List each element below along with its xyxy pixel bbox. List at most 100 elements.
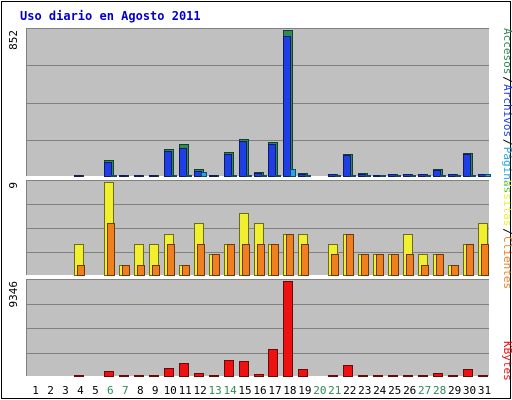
bar-archivos-day-10 xyxy=(164,151,172,177)
x-axis-ticks: 1 2 3 4 5 6 7 8 9 10 11 12 13 14 15 16 17 18 19 20 21 22 23 24 2… xyxy=(32,384,491,397)
bar-archivos-day-15 xyxy=(239,141,247,177)
bar-kbytes-day-25 xyxy=(388,375,398,377)
bar-kbytes-day-15 xyxy=(239,361,249,377)
x-tick-label: 3 xyxy=(62,384,69,397)
bar-páginas-day-23 xyxy=(365,175,371,177)
bar-archivos-day-30 xyxy=(463,154,471,177)
x-tick-label: 7 xyxy=(122,384,129,397)
x-tick-label: 19 xyxy=(298,384,311,397)
bar-archivos-day-22 xyxy=(343,155,351,177)
bar-kbytes-day-29 xyxy=(448,375,458,377)
bar-páginas-day-11 xyxy=(186,175,192,177)
bar-archivos-day-26 xyxy=(403,174,411,177)
bar-páginas-day-31 xyxy=(485,174,491,177)
x-tick-label: 9 xyxy=(152,384,159,397)
x-tick-label: 6 xyxy=(107,384,114,397)
bar-archivos-day-16 xyxy=(254,173,262,177)
bar-kbytes-day-23 xyxy=(358,375,368,377)
bar-archivos-day-28 xyxy=(433,170,441,177)
bar-kbytes-day-9 xyxy=(149,375,159,377)
bar-páginas-day-29 xyxy=(455,175,461,177)
bar-archivos-day-17 xyxy=(268,144,276,177)
bar-kbytes-day-24 xyxy=(373,375,383,377)
bar-clientes-day-6 xyxy=(107,223,115,276)
x-tick-label: 17 xyxy=(268,384,281,397)
bar-clientes-day-18 xyxy=(286,234,294,276)
bar-archivos-day-29 xyxy=(448,174,456,177)
bar-clientes-day-27 xyxy=(421,265,429,276)
x-tick-label: 14 xyxy=(223,384,237,397)
bar-clientes-day-31 xyxy=(481,244,489,276)
chart-title: Uso diario en Agosto 2011 xyxy=(20,9,201,23)
bar-kbytes-day-27 xyxy=(418,375,428,377)
bar-kbytes-day-12 xyxy=(194,373,204,377)
bar-kbytes-day-18 xyxy=(283,281,293,377)
bar-archivos-day-8 xyxy=(134,175,142,177)
panel-top: 852 xyxy=(7,28,491,177)
legend-separator: / xyxy=(501,139,512,146)
bar-clientes-day-7 xyxy=(122,265,130,276)
x-tick-label: 21 xyxy=(328,384,341,397)
bar-archivos-day-24 xyxy=(373,175,381,177)
legend-clientes: Clientes xyxy=(501,236,512,289)
panel-middle: 9 xyxy=(7,180,490,276)
bar-kbytes-day-17 xyxy=(268,349,278,377)
bar-archivos-day-6 xyxy=(104,162,112,177)
x-tick-label: 22 xyxy=(343,384,356,397)
bar-archivos-day-7 xyxy=(119,175,127,177)
bar-archivos-day-18 xyxy=(283,36,291,177)
bar-kbytes-day-31 xyxy=(478,375,488,377)
bar-páginas-day-26 xyxy=(410,175,416,177)
bar-clientes-day-24 xyxy=(376,254,384,276)
x-tick-label: 12 xyxy=(193,384,206,397)
x-tick-label: 28 xyxy=(433,384,446,397)
bar-archivos-day-13 xyxy=(209,175,217,177)
x-tick-label: 27 xyxy=(418,384,431,397)
legend-separator: / xyxy=(501,76,512,83)
bar-kbytes-day-4 xyxy=(74,375,84,377)
bar-kbytes-day-14 xyxy=(224,360,234,377)
x-tick-label: 13 xyxy=(208,384,221,397)
x-tick-label: 18 xyxy=(283,384,296,397)
x-tick-label: 24 xyxy=(373,384,387,397)
bar-clientes-day-15 xyxy=(242,244,250,276)
y-max-label-top: 852 xyxy=(7,30,20,50)
bar-clientes-day-13 xyxy=(212,254,220,276)
x-tick-label: 25 xyxy=(388,384,401,397)
bar-páginas-day-10 xyxy=(171,175,177,177)
bar-kbytes-day-13 xyxy=(209,375,219,377)
bar-clientes-day-19 xyxy=(301,244,309,276)
x-tick-label: 16 xyxy=(253,384,266,397)
bar-clientes-day-23 xyxy=(361,254,369,276)
x-tick-label: 26 xyxy=(403,384,416,397)
bar-clientes-day-29 xyxy=(451,265,459,276)
bar-kbytes-day-7 xyxy=(119,375,129,377)
legend-kbytes: KBytes xyxy=(501,341,512,381)
bar-kbytes-day-8 xyxy=(134,375,144,377)
x-tick-label: 2 xyxy=(47,384,54,397)
bar-páginas-day-6 xyxy=(111,175,117,177)
bar-kbytes-day-10 xyxy=(164,368,174,377)
bar-kbytes-day-21 xyxy=(328,375,338,377)
bar-archivos-day-12 xyxy=(194,171,202,177)
x-tick-label: 23 xyxy=(358,384,371,397)
bar-páginas-day-12 xyxy=(201,172,207,177)
x-tick-label: 4 xyxy=(77,384,84,397)
bar-páginas-day-27 xyxy=(425,175,431,177)
bar-kbytes-day-16 xyxy=(254,374,264,377)
bar-archivos-day-14 xyxy=(224,154,232,177)
bar-clientes-day-21 xyxy=(331,254,339,276)
bar-clientes-day-26 xyxy=(406,254,414,276)
bar-páginas-day-18 xyxy=(290,169,296,177)
bar-clientes-day-8 xyxy=(137,265,145,276)
bar-clientes-day-9 xyxy=(152,265,160,276)
x-tick-label: 8 xyxy=(137,384,144,397)
bar-páginas-day-17 xyxy=(275,175,281,177)
bar-kbytes-day-22 xyxy=(343,365,353,377)
x-tick-label: 1 xyxy=(32,384,39,397)
bar-clientes-day-10 xyxy=(167,244,175,276)
bar-páginas-day-28 xyxy=(440,175,446,177)
bar-archivos-day-19 xyxy=(298,174,306,177)
bar-kbytes-day-26 xyxy=(403,375,413,377)
bar-páginas-day-15 xyxy=(246,175,252,177)
